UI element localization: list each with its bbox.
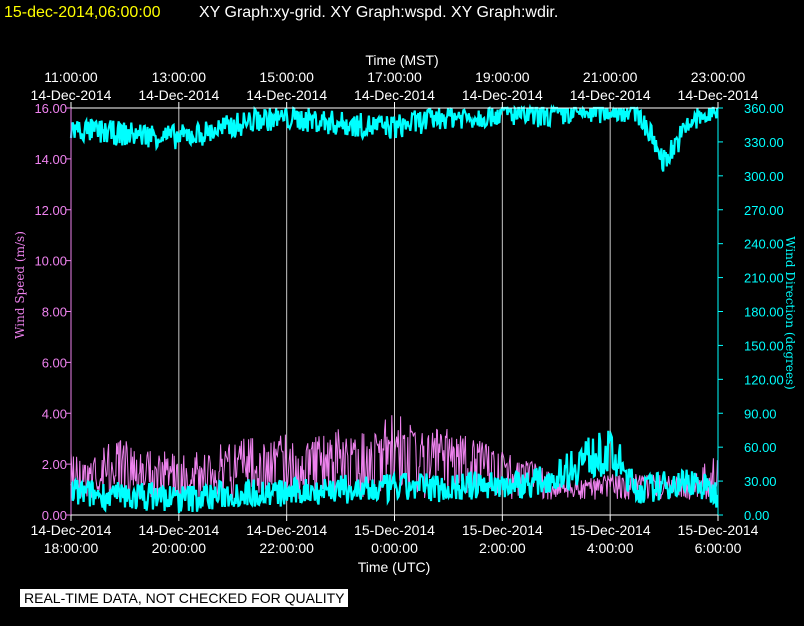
bottom-tick-date: 14-Dec-2014 <box>246 522 327 538</box>
left-tick-label: 4.00 <box>42 406 67 421</box>
top-tick-date: 14-Dec-2014 <box>31 87 112 103</box>
series-wind-direction-lower <box>70 430 719 514</box>
top-tick-time: 21:00:00 <box>583 69 638 85</box>
right-tick-label: 210.00 <box>744 271 784 286</box>
quality-notice: REAL-TIME DATA, NOT CHECKED FOR QUALITY <box>20 589 349 607</box>
top-tick-time: 17:00:00 <box>367 69 422 85</box>
right-tick-label: 180.00 <box>744 305 784 320</box>
bottom-tick-time: 20:00:00 <box>152 540 207 556</box>
right-tick-label: 30.00 <box>744 474 777 489</box>
left-tick-label: 0.00 <box>42 508 67 523</box>
top-tick-time: 23:00:00 <box>691 69 746 85</box>
right-tick-label: 270.00 <box>744 203 784 218</box>
left-tick-label: 16.00 <box>34 101 67 116</box>
right-tick-label: 90.00 <box>744 406 777 421</box>
left-tick-label: 8.00 <box>42 305 67 320</box>
right-tick-label: 120.00 <box>744 372 784 387</box>
left-tick-label: 12.00 <box>34 203 67 218</box>
bottom-axis-title: Time (UTC) <box>358 559 431 575</box>
top-tick-date: 14-Dec-2014 <box>678 87 759 103</box>
top-tick-date: 14-Dec-2014 <box>462 87 543 103</box>
bottom-tick-date: 14-Dec-2014 <box>31 522 112 538</box>
left-tick-label: 14.00 <box>34 152 67 167</box>
bottom-tick-time: 22:00:00 <box>259 540 314 556</box>
bottom-tick-date: 15-Dec-2014 <box>570 522 651 538</box>
header-graphs: XY Graph:xy-grid. XY Graph:wspd. XY Grap… <box>199 4 558 21</box>
left-tick-label: 2.00 <box>42 457 67 472</box>
left-tick-label: 10.00 <box>34 254 67 269</box>
right-tick-label: 360.00 <box>744 101 784 116</box>
top-tick-time: 11:00:00 <box>44 69 98 85</box>
right-tick-label: 240.00 <box>744 237 784 252</box>
bottom-tick-date: 14-Dec-2014 <box>138 522 219 538</box>
top-tick-time: 15:00:00 <box>259 69 314 85</box>
top-tick-time: 13:00:00 <box>152 69 207 85</box>
left-axis-title: Wind Speed (m/s) <box>13 231 27 339</box>
top-tick-time: 19:00:00 <box>475 69 530 85</box>
right-tick-label: 150.00 <box>744 338 784 353</box>
top-tick-date: 14-Dec-2014 <box>354 87 435 103</box>
series-wind-direction-upper <box>69 103 719 172</box>
right-tick-label: 60.00 <box>744 440 777 455</box>
right-axis-title: Wind Direction (degrees) <box>783 236 797 390</box>
bottom-tick-date: 15-Dec-2014 <box>354 522 435 538</box>
top-tick-date: 14-Dec-2014 <box>570 87 651 103</box>
top-axis-title: Time (MST) <box>365 52 438 68</box>
left-tick-label: 6.00 <box>42 355 67 370</box>
bottom-tick-time: 2:00:00 <box>479 540 526 556</box>
right-tick-label: 300.00 <box>744 169 784 184</box>
right-tick-label: 330.00 <box>744 135 784 150</box>
right-tick-label: 0.00 <box>744 508 769 523</box>
top-tick-date: 14-Dec-2014 <box>246 87 327 103</box>
bottom-tick-date: 15-Dec-2014 <box>678 522 759 538</box>
header-timestamp: 15-dec-2014,06:00:00 <box>4 4 161 21</box>
top-tick-date: 14-Dec-2014 <box>138 87 219 103</box>
bottom-tick-time: 0:00:00 <box>371 540 418 556</box>
bottom-tick-time: 6:00:00 <box>695 540 742 556</box>
bottom-tick-date: 15-Dec-2014 <box>462 522 543 538</box>
bottom-tick-time: 18:00:00 <box>44 540 99 556</box>
bottom-tick-time: 4:00:00 <box>587 540 634 556</box>
